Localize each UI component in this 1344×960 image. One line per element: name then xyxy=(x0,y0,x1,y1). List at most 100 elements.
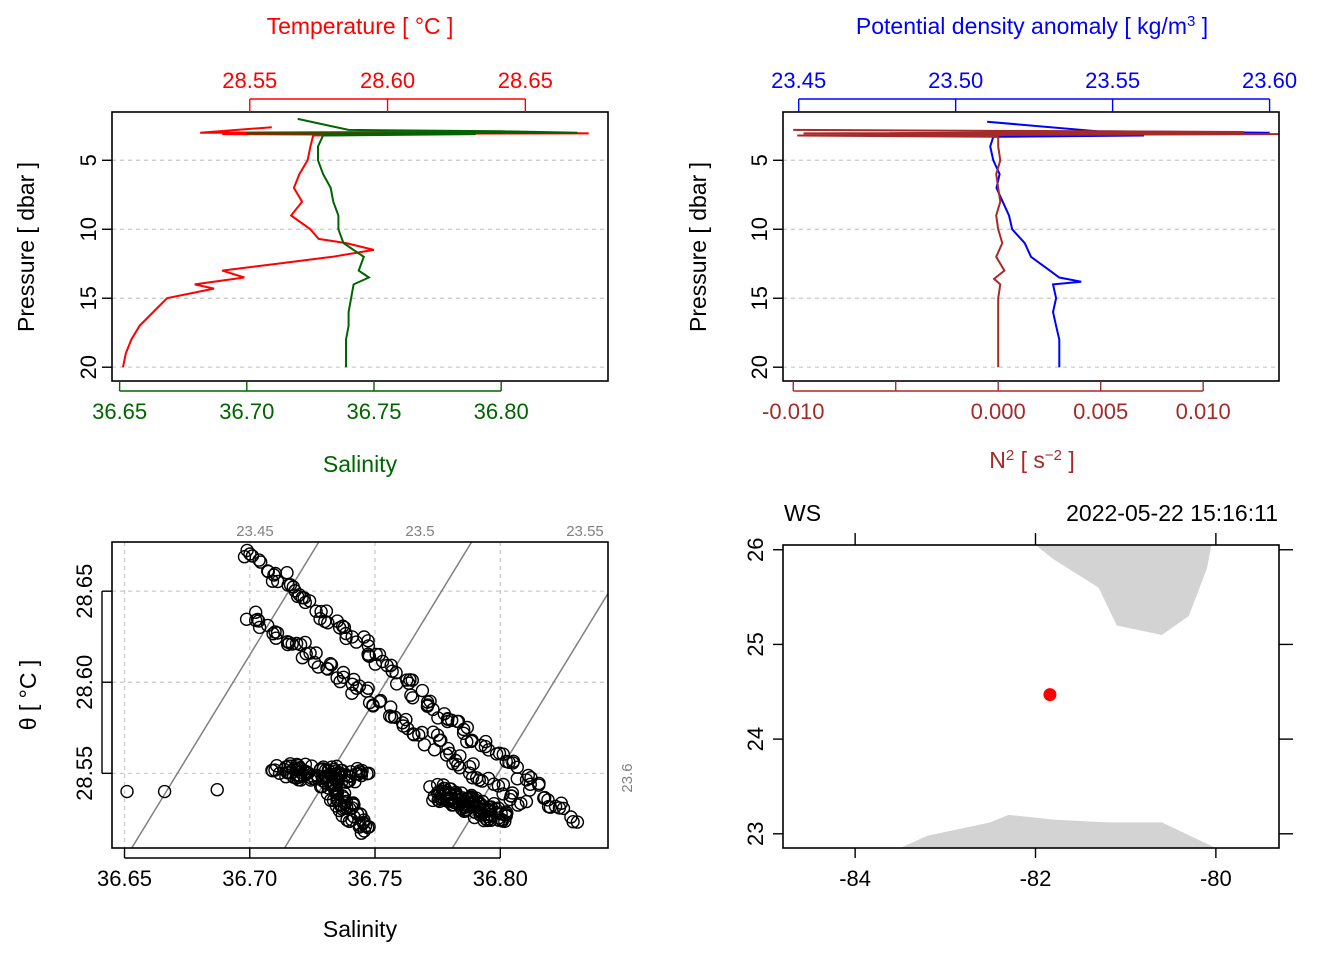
ts-point xyxy=(254,555,268,569)
ts-point xyxy=(460,735,474,749)
density-contour-label: 23.6 xyxy=(619,763,636,792)
land-polygon xyxy=(1035,545,1212,635)
salinity-axis-title: Salinity xyxy=(323,451,398,477)
ts-point xyxy=(309,604,323,618)
ts-point xyxy=(441,741,455,756)
ts-point xyxy=(307,655,322,670)
ts-point xyxy=(506,756,520,770)
n2-axis-title: N2 [ s−2 ] xyxy=(989,447,1075,474)
bottom-axis-tick-label: 0.005 xyxy=(1073,399,1128,424)
bottom-axis-tick-label: 36.75 xyxy=(346,399,401,424)
ts-point xyxy=(499,807,513,822)
ts-y-tick-label: 28.55 xyxy=(72,746,97,801)
top-axis-tick-label: 23.55 xyxy=(1085,68,1140,93)
ts-outlier-point xyxy=(210,783,224,797)
pressure-tick-label: 15 xyxy=(76,286,101,310)
ts-salinity-axis-title: Salinity xyxy=(323,916,398,942)
ts-point xyxy=(361,639,376,653)
density-contour-label: 23.55 xyxy=(566,523,604,540)
pressure-tick-label: 10 xyxy=(747,217,772,241)
ts-point xyxy=(543,800,558,814)
ts-point xyxy=(415,683,430,698)
ts-point xyxy=(281,637,295,652)
ts-point xyxy=(268,625,282,639)
ts-point xyxy=(496,777,510,792)
ts-point xyxy=(345,813,359,827)
ts-point xyxy=(390,677,404,691)
ts-point xyxy=(514,796,528,811)
ts-x-tick-label: 36.65 xyxy=(97,866,152,891)
ts-point xyxy=(511,798,525,812)
land-polygon xyxy=(900,814,1216,848)
ts-diagram-panel: Salinity θ [ °C ] 23.45 23.5 23.55 23.6 36.6… xyxy=(15,506,830,942)
top-axis-tick-label: 28.65 xyxy=(498,68,553,93)
n--profile-line xyxy=(793,128,1279,368)
ts-point xyxy=(556,801,571,816)
ts-point xyxy=(324,658,339,672)
ts-point xyxy=(345,677,360,691)
station-map-panel: WS 2022-05-22 15:16:11 -84 -82 -80 23 24 25 26 xyxy=(743,500,1293,891)
ts-point xyxy=(299,765,313,779)
isopycnal-line xyxy=(130,542,320,848)
ts-point xyxy=(302,594,317,608)
theta-axis-title: θ [ °C ] xyxy=(15,660,41,731)
ts-point xyxy=(328,783,342,798)
lat-tick-label: 26 xyxy=(743,537,768,561)
isopycnal-line xyxy=(598,506,830,885)
ts-point xyxy=(321,662,335,676)
ts-point xyxy=(446,756,460,771)
ts-point xyxy=(427,743,442,757)
ts-outlier-point xyxy=(157,784,172,799)
ts-point xyxy=(523,777,537,791)
ts-point xyxy=(532,778,546,792)
ts-y-tick-label: 28.65 xyxy=(72,564,97,619)
ts-point xyxy=(519,794,534,809)
temperature-profile-line xyxy=(122,126,589,368)
ts-point xyxy=(311,660,325,674)
salinity-profile-line xyxy=(246,117,578,368)
bottom-axis-tick-label: 36.70 xyxy=(219,399,274,424)
ts-point xyxy=(248,605,263,619)
plot-frame xyxy=(111,111,609,382)
isopycnal-line xyxy=(451,592,608,848)
ts-point xyxy=(352,764,367,778)
ts-point xyxy=(404,688,418,702)
lat-tick-label: 23 xyxy=(743,822,768,846)
ts-point xyxy=(252,620,267,635)
ts-point xyxy=(309,646,323,660)
bottom-axis-tick-label: 0.000 xyxy=(971,399,1026,424)
ts-point xyxy=(330,671,344,685)
ts-point xyxy=(285,637,299,651)
ts-point xyxy=(352,679,367,693)
ts-point xyxy=(339,626,353,641)
ts-point xyxy=(465,771,480,785)
ts-point xyxy=(337,620,352,635)
ts-point xyxy=(552,801,567,815)
ts-point xyxy=(349,767,363,781)
map-frame xyxy=(782,544,1280,849)
ts-point xyxy=(385,664,399,678)
ts-point xyxy=(337,786,352,801)
ts-point xyxy=(570,815,585,829)
ts-point xyxy=(361,634,375,648)
ts-point xyxy=(280,566,294,580)
plot-frame xyxy=(782,111,1280,382)
ts-point xyxy=(492,746,507,760)
lat-tick-label: 24 xyxy=(743,727,768,751)
density-contour-label: 23.45 xyxy=(236,523,274,540)
pressure-tick-label: 20 xyxy=(747,355,772,379)
ts-point xyxy=(495,814,510,828)
bottom-axis-tick-label: 36.80 xyxy=(474,399,529,424)
ts-point xyxy=(415,725,429,740)
ts-point xyxy=(407,728,421,742)
ts-point xyxy=(283,757,297,771)
ts-point xyxy=(357,824,371,838)
ts-x-tick-label: 36.75 xyxy=(347,866,402,891)
potential-density-anomaly-profile-line xyxy=(861,120,1270,368)
ts-point xyxy=(566,815,580,829)
ts-point xyxy=(499,754,513,769)
ts-point xyxy=(478,739,493,754)
ts-point xyxy=(267,568,281,582)
pressure-tick-label: 5 xyxy=(76,154,101,166)
